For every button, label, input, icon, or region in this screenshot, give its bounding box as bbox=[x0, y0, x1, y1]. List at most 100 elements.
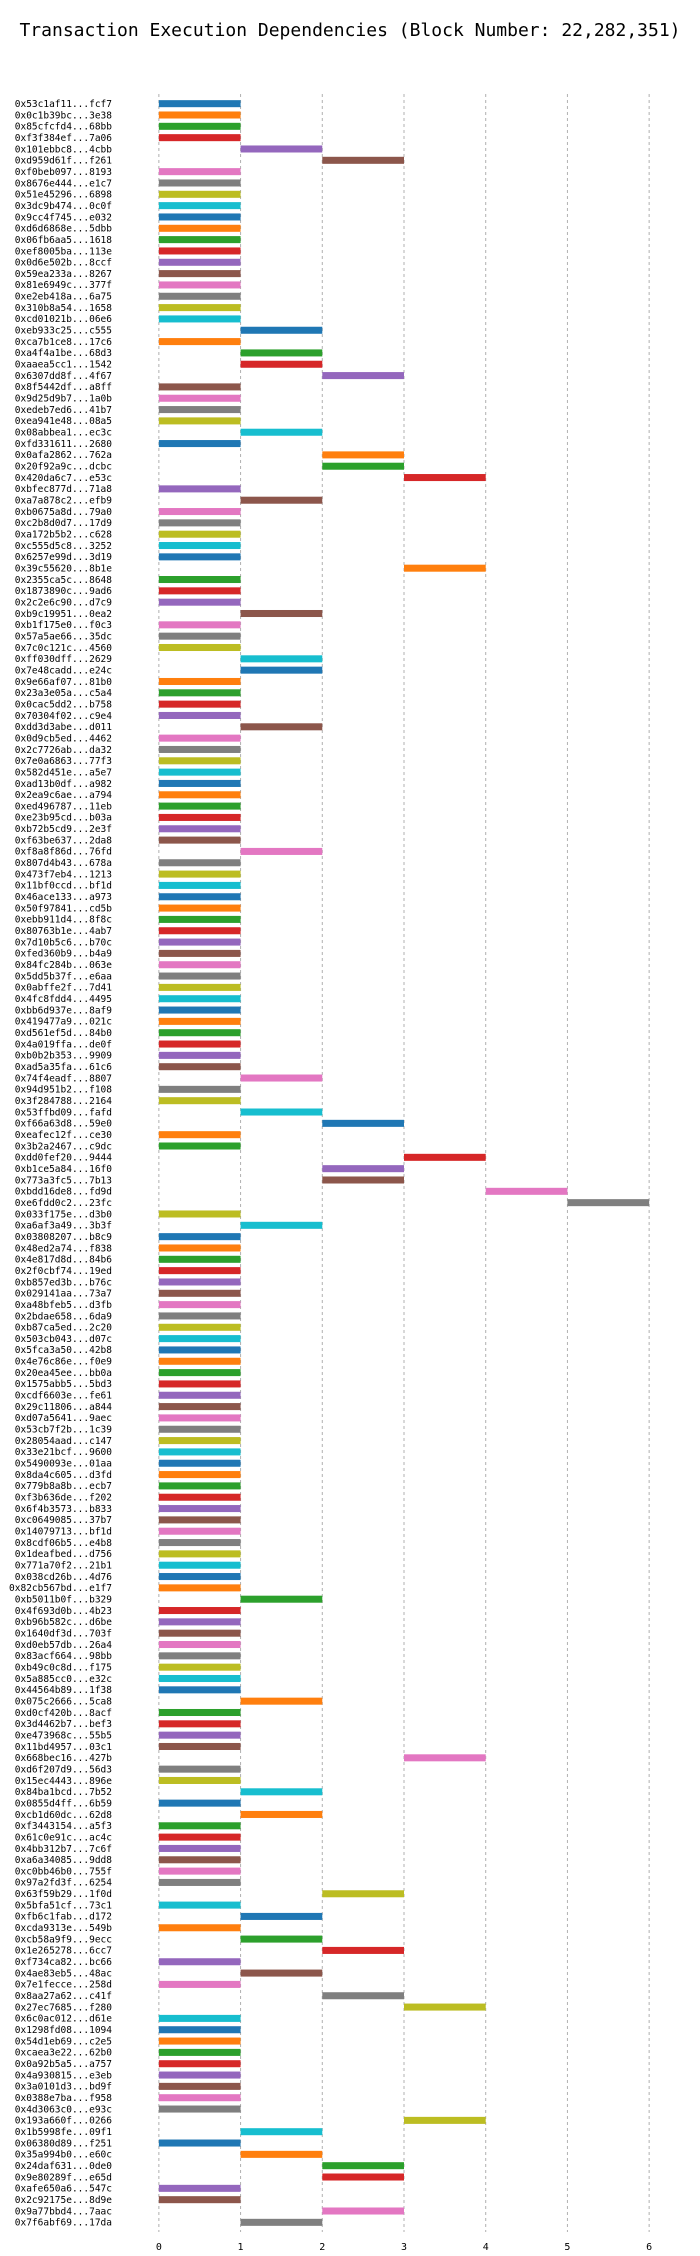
transaction-hash-label: 0xebb911d4...8f8c bbox=[15, 915, 112, 926]
transaction-hash-label: 0x473f7eb4...1213 bbox=[15, 869, 112, 880]
transaction-hash-label: 0x2bdae658...6da9 bbox=[15, 1311, 113, 1322]
transaction-hash-label: 0xb96b582c...d6be bbox=[15, 1617, 113, 1628]
transaction-bar bbox=[158, 632, 241, 640]
transaction-hash-label: 0xcaea3e22...62b0 bbox=[15, 2048, 113, 2059]
transaction-hash-label: 0x5a885cc0...e32c bbox=[15, 1674, 112, 1685]
transaction-hash-label: 0xdd3d3abe...d011 bbox=[15, 722, 113, 733]
transaction-hash-label: 0xe23b95cd...b03a bbox=[15, 813, 112, 824]
transaction-bar bbox=[158, 122, 241, 130]
transaction-bar bbox=[404, 2003, 486, 2011]
transaction-hash-label: 0x6307dd8f...4f67 bbox=[15, 371, 112, 382]
transaction-bar bbox=[240, 1788, 323, 1796]
transaction-hash-label: 0x6257e99d...3d19 bbox=[15, 552, 113, 563]
transaction-hash-label: 0xb0675a8d...79a0 bbox=[15, 507, 113, 518]
transaction-bar bbox=[158, 1607, 241, 1615]
transaction-hash-label: 0xf3443154...a5f3 bbox=[15, 1821, 112, 1832]
transaction-hash-label: 0x1298fd08...1094 bbox=[15, 2025, 113, 2036]
transaction-bar bbox=[158, 1516, 241, 1524]
transaction-hash-label: 0x1e265278...6cc7 bbox=[15, 1946, 112, 1957]
x-tick-label: 0 bbox=[156, 2242, 162, 2253]
transaction-bar bbox=[158, 1708, 241, 1717]
transaction-hash-label: 0x8676e444...e1c7 bbox=[15, 178, 112, 189]
transaction-bar bbox=[158, 1357, 241, 1365]
transaction-hash-label: 0xf63be637...2da8 bbox=[15, 835, 113, 846]
transaction-hash-label: 0x1640df3d...703f bbox=[15, 1628, 112, 1639]
transaction-hash-label: 0xc0bb46b0...755f bbox=[15, 1866, 112, 1877]
transaction-hash-label: 0x075c2666...5ca8 bbox=[15, 1696, 113, 1707]
transaction-bar bbox=[240, 847, 323, 855]
transaction-hash-label: 0x420da6c7...e53c bbox=[15, 473, 112, 484]
transaction-bar bbox=[158, 1278, 241, 1286]
transaction-bar bbox=[322, 1946, 404, 1954]
x-tick-label: 1 bbox=[238, 2242, 244, 2253]
transaction-hash-label: 0x20ea45ee...bb0a bbox=[15, 1368, 112, 1379]
transaction-bar bbox=[158, 168, 241, 176]
x-tick-labels: 0 1 2 3 4 5 6 bbox=[156, 2242, 652, 2253]
transaction-hash-label: 0xcda9313e...549b bbox=[15, 1923, 113, 1934]
transaction-hash-label: 0x1575abb5...5bd3 bbox=[15, 1379, 112, 1390]
transaction-bar bbox=[158, 1369, 241, 1377]
transaction-bar bbox=[158, 1255, 241, 1263]
transaction-hash-label: 0x101ebbc8...4cbb bbox=[15, 144, 113, 155]
transaction-hash-label: 0x53c1af11...fcf7 bbox=[15, 99, 112, 110]
transaction-hash-label: 0x4bb312b7...7c6f bbox=[15, 1844, 112, 1855]
transaction-bar bbox=[158, 1629, 241, 1637]
transaction-bar bbox=[158, 1980, 241, 1988]
transaction-hash-label: 0x24daf631...0de0 bbox=[15, 2161, 113, 2172]
transaction-hash-label: 0x7e0a6863...77f3 bbox=[15, 756, 112, 767]
transaction-bar bbox=[158, 100, 241, 108]
transaction-bar bbox=[158, 236, 241, 244]
transaction-bar bbox=[158, 1414, 241, 1422]
transaction-hash-label: 0x0afa2862...762a bbox=[15, 450, 112, 461]
transaction-bar bbox=[158, 485, 241, 493]
transaction-bar bbox=[158, 1901, 241, 1909]
transaction-bar bbox=[158, 779, 241, 787]
transaction-hash-label: 0x81e6949c...377f bbox=[15, 280, 112, 291]
transaction-hash-label: 0xf8a8f86d...76fd bbox=[15, 847, 112, 858]
transaction-hash-label: 0xb49c0c8d...f175 bbox=[15, 1662, 112, 1673]
transaction-bar bbox=[158, 1561, 241, 1569]
transaction-hash-label: 0x59ea233a...8267 bbox=[15, 269, 112, 280]
y-tick-labels: 0x53c1af11...fcf70x0c1b39bc...3e380x85cf… bbox=[9, 99, 112, 2229]
transaction-hash-label: 0x0c1b39bc...3e38 bbox=[15, 110, 113, 121]
transaction-hash-label: 0xb87ca5ed...2c20 bbox=[15, 1323, 113, 1334]
transaction-hash-label: 0xef8005ba...113e bbox=[15, 246, 113, 257]
transaction-hash-label: 0x08abbea1...ec3c bbox=[15, 428, 112, 439]
transaction-hash-label: 0xca7b1ce8...17c6 bbox=[15, 337, 113, 348]
transaction-hash-label: 0x33e21bcf...9600 bbox=[15, 1447, 113, 1458]
transaction-hash-label: 0xed496787...11eb bbox=[15, 801, 113, 812]
transaction-hash-label: 0x63f59b29...1f0d bbox=[15, 1889, 112, 1900]
transaction-hash-label: 0x771a70f2...21b1 bbox=[15, 1561, 113, 1572]
transaction-bar bbox=[158, 1652, 241, 1660]
transaction-bar bbox=[158, 2139, 241, 2147]
transaction-bar bbox=[240, 428, 323, 436]
transaction-bar bbox=[322, 372, 404, 380]
transaction-bar bbox=[240, 1697, 323, 1705]
transaction-hash-label: 0xafe650a6...547c bbox=[15, 2184, 112, 2195]
transaction-bar bbox=[158, 904, 241, 912]
transaction-bar bbox=[158, 745, 241, 753]
transaction-hash-label: 0xb72b5cd9...2e3f bbox=[15, 824, 112, 835]
transaction-hash-label: 0xcb1d60dc...62d8 bbox=[15, 1810, 113, 1821]
transaction-bar bbox=[567, 1199, 650, 1207]
transaction-bar bbox=[240, 666, 323, 674]
transaction-bar bbox=[158, 338, 241, 346]
transaction-hash-label: 0xd6d6868e...5dbb bbox=[15, 224, 113, 235]
transaction-bar bbox=[158, 757, 241, 765]
transaction-bar bbox=[158, 1618, 241, 1626]
transaction-hash-label: 0xcdf6603e...fe61 bbox=[15, 1391, 113, 1402]
transaction-bar bbox=[322, 2162, 404, 2170]
transaction-bar bbox=[322, 156, 404, 164]
transaction-bar bbox=[158, 1267, 241, 1275]
transaction-hash-label: 0x51e45296...6898 bbox=[15, 190, 113, 201]
transaction-hash-label: 0x3b2a2467...c9dc bbox=[15, 1141, 112, 1152]
transaction-bar bbox=[158, 1958, 241, 1966]
transaction-hash-label: 0xc2b8d0d7...17d9 bbox=[15, 518, 113, 529]
transaction-hash-label: 0x2c7726ab...da32 bbox=[15, 745, 112, 756]
transaction-hash-label: 0x038cd26b...4d76 bbox=[15, 1572, 113, 1583]
transaction-hash-label: 0x668bec16...427b bbox=[15, 1753, 113, 1764]
transaction-hash-label: 0x9d25d9b7...1a0b bbox=[15, 394, 113, 405]
transaction-hash-label: 0x8da4c605...d3fd bbox=[15, 1470, 112, 1481]
transaction-bar bbox=[158, 1878, 241, 1886]
transaction-bar bbox=[240, 2218, 323, 2226]
